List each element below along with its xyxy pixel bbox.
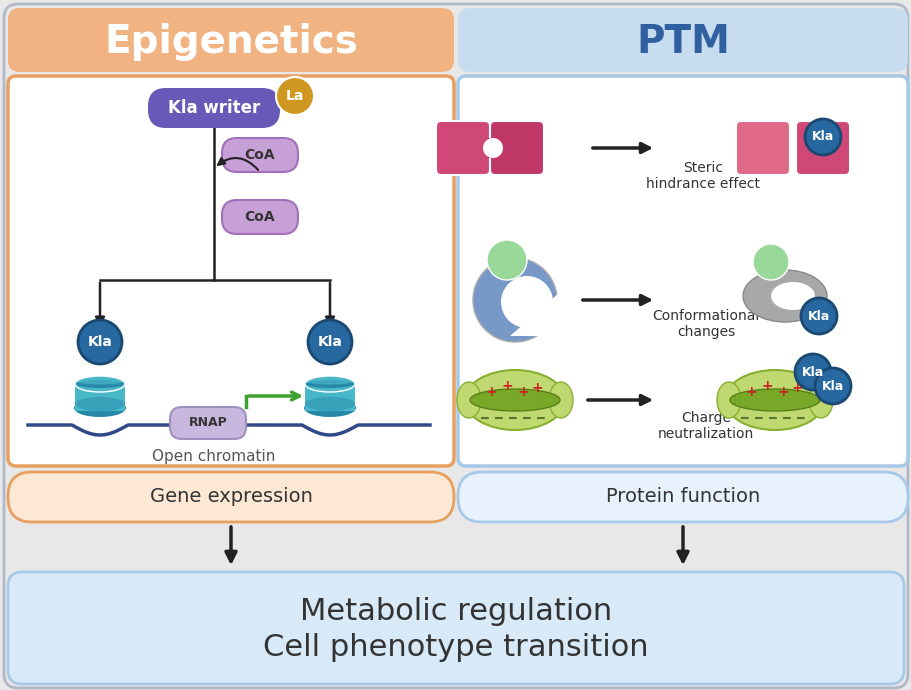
Ellipse shape <box>469 389 559 411</box>
FancyBboxPatch shape <box>457 472 907 522</box>
Ellipse shape <box>76 380 124 388</box>
Text: +: + <box>501 379 512 393</box>
Ellipse shape <box>465 370 565 430</box>
Text: Kla: Kla <box>317 335 342 349</box>
FancyBboxPatch shape <box>8 572 903 684</box>
Ellipse shape <box>770 282 814 310</box>
Ellipse shape <box>716 382 740 418</box>
FancyBboxPatch shape <box>148 88 280 128</box>
Text: Kla: Kla <box>821 380 844 393</box>
Circle shape <box>814 368 850 404</box>
FancyBboxPatch shape <box>8 472 454 522</box>
Ellipse shape <box>724 370 824 430</box>
Circle shape <box>486 240 527 280</box>
Text: Epigenetics: Epigenetics <box>104 23 357 61</box>
Text: CoA: CoA <box>244 148 275 162</box>
Text: Gene expression: Gene expression <box>149 488 312 506</box>
FancyBboxPatch shape <box>457 76 907 466</box>
Text: La: La <box>285 89 304 103</box>
FancyBboxPatch shape <box>221 138 298 172</box>
Text: +: + <box>530 381 542 395</box>
FancyBboxPatch shape <box>75 383 125 411</box>
Circle shape <box>483 138 503 158</box>
Circle shape <box>473 258 557 342</box>
Text: Kla writer: Kla writer <box>168 99 260 117</box>
Text: Steric
hindrance effect: Steric hindrance effect <box>645 161 759 191</box>
Ellipse shape <box>308 380 352 384</box>
Circle shape <box>752 244 788 280</box>
FancyBboxPatch shape <box>8 8 454 72</box>
Ellipse shape <box>456 382 480 418</box>
Ellipse shape <box>303 399 355 417</box>
Circle shape <box>478 138 498 158</box>
FancyBboxPatch shape <box>169 407 246 439</box>
Circle shape <box>276 77 313 115</box>
Polygon shape <box>509 293 558 336</box>
Text: +: + <box>791 381 802 395</box>
FancyBboxPatch shape <box>435 121 489 175</box>
FancyBboxPatch shape <box>795 121 849 175</box>
FancyBboxPatch shape <box>221 200 298 234</box>
FancyBboxPatch shape <box>304 383 354 411</box>
Ellipse shape <box>729 389 819 411</box>
Ellipse shape <box>75 376 125 392</box>
Text: Metabolic regulation: Metabolic regulation <box>300 598 611 627</box>
Text: +: + <box>761 379 772 393</box>
Circle shape <box>794 354 830 390</box>
Ellipse shape <box>742 270 826 322</box>
Text: +: + <box>776 385 788 399</box>
Ellipse shape <box>808 382 832 418</box>
Text: PTM: PTM <box>635 23 729 61</box>
Circle shape <box>308 320 352 364</box>
Ellipse shape <box>548 382 572 418</box>
Text: Protein function: Protein function <box>605 488 759 506</box>
Text: Kla: Kla <box>811 130 834 144</box>
Text: RNAP: RNAP <box>189 417 227 429</box>
Circle shape <box>78 320 122 364</box>
Text: Kla: Kla <box>87 335 112 349</box>
Text: Charge
neutralization: Charge neutralization <box>657 411 753 441</box>
Circle shape <box>800 298 836 334</box>
Ellipse shape <box>304 397 354 411</box>
Text: +: + <box>744 385 756 399</box>
FancyBboxPatch shape <box>8 76 454 466</box>
Text: Kla: Kla <box>807 310 829 322</box>
Ellipse shape <box>306 380 353 388</box>
Ellipse shape <box>78 380 122 384</box>
Text: Open chromatin: Open chromatin <box>152 448 275 464</box>
Text: Conformational
changes: Conformational changes <box>651 309 759 339</box>
Circle shape <box>804 119 840 155</box>
FancyBboxPatch shape <box>4 4 907 688</box>
FancyBboxPatch shape <box>735 121 789 175</box>
Text: CoA: CoA <box>244 210 275 224</box>
Text: Cell phenotype transition: Cell phenotype transition <box>263 633 648 662</box>
Text: Kla: Kla <box>801 366 824 379</box>
Ellipse shape <box>304 376 354 392</box>
Ellipse shape <box>74 399 126 417</box>
Text: +: + <box>517 385 528 399</box>
FancyBboxPatch shape <box>489 121 543 175</box>
FancyBboxPatch shape <box>457 8 907 72</box>
Text: +: + <box>485 385 496 399</box>
Circle shape <box>500 276 552 328</box>
Ellipse shape <box>75 397 125 411</box>
